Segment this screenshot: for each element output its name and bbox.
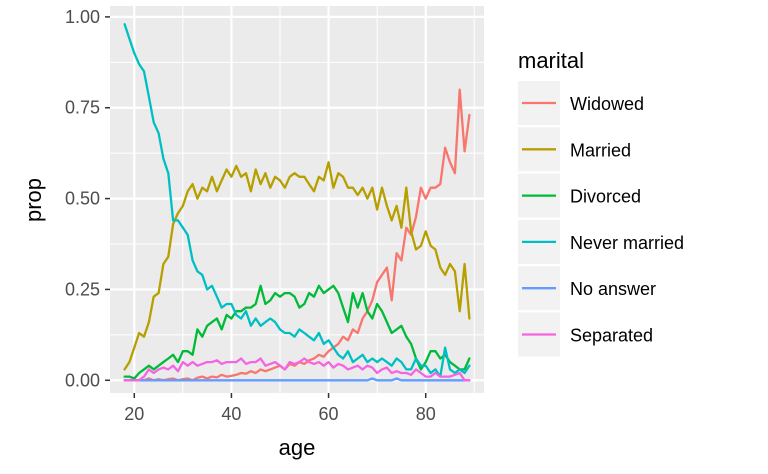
y-tick-label: 0.75 <box>65 98 100 118</box>
y-axis-title: prop <box>21 178 46 222</box>
x-tick-label: 80 <box>416 404 436 424</box>
legend-label-married: Married <box>570 140 631 160</box>
legend-title: marital <box>518 48 584 73</box>
major-grid <box>110 6 484 393</box>
x-tick-label: 20 <box>124 404 144 424</box>
x-tick-label: 60 <box>319 404 339 424</box>
series-line-divorced <box>123 284 471 380</box>
y-tick-label: 1.00 <box>65 7 100 27</box>
legend-label-separated: Separated <box>570 326 653 346</box>
legend-label-divorced: Divorced <box>570 187 641 207</box>
y-tick-label: 0.50 <box>65 189 100 209</box>
series-line-married <box>123 161 471 371</box>
y-tick-label: 0.00 <box>65 370 100 390</box>
legend-label-no-answer: No answer <box>570 279 656 299</box>
legend-label-never-married: Never married <box>570 233 684 253</box>
y-tick-label: 0.25 <box>65 279 100 299</box>
series-line-never-married <box>123 23 471 378</box>
series-line-separated <box>123 357 471 382</box>
x-axis-title: age <box>279 435 316 460</box>
series-layer <box>123 23 471 382</box>
x-axis: 20 40 60 80 <box>124 393 436 424</box>
legend-label-widowed: Widowed <box>570 94 644 114</box>
y-axis: 0.00 0.25 0.50 0.75 1.00 <box>65 7 110 390</box>
series-line-no-answer <box>123 377 471 382</box>
x-tick-label: 40 <box>221 404 241 424</box>
legend: marital Widowed Married Divorced Never marr… <box>518 48 684 357</box>
